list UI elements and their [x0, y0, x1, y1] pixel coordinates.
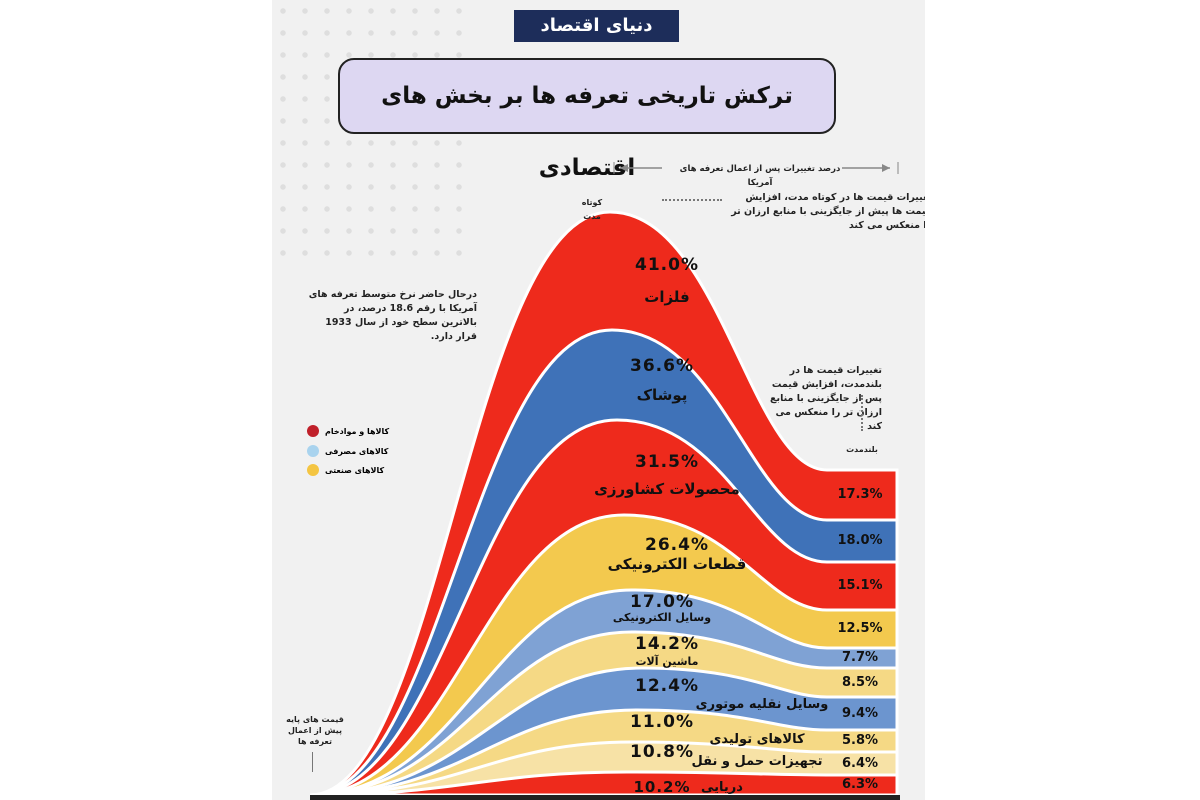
series-name: محصولات کشاورزی — [594, 480, 740, 498]
dotted-leader — [662, 199, 722, 201]
long-term-value: 7.7% — [841, 650, 879, 665]
logo: دنیای اقتصاد — [514, 10, 679, 42]
long-term-value: 9.4% — [841, 705, 879, 721]
short-term-value: 10.2% — [633, 778, 691, 796]
series-name: قطعات الکترونیکی — [607, 555, 747, 573]
axis-arrows — [613, 162, 899, 174]
series-name: تجهیزات حمل و نقل — [691, 754, 823, 769]
long-term-value: 5.8% — [841, 733, 879, 748]
legend-swatch — [307, 464, 319, 476]
long-term-value: 8.5% — [841, 674, 879, 690]
legend-label: کالاهای مصرفی — [325, 446, 389, 456]
short-term-value: 12.4% — [635, 676, 699, 696]
long-term-value: 6.4% — [841, 755, 879, 771]
short-term-value: 36.6% — [630, 356, 694, 376]
legend-item: کالاها و موادخام — [307, 425, 389, 437]
series-name: وسایل الکترونیکی — [612, 611, 712, 624]
short-term-value: 26.4% — [645, 535, 709, 555]
series-name: کالاهای تولیدی — [709, 732, 805, 747]
series-name: وسایل نقلیه موتوری — [695, 697, 829, 712]
baseline-note: قیمت های پایه پیش از اعمال تعرفه ها — [286, 715, 344, 746]
short-term-value: 11.0% — [630, 712, 694, 732]
short-term-value: 10.8% — [630, 742, 694, 762]
short-term-value: 31.5% — [635, 452, 699, 472]
short-term-value: 41.0% — [635, 255, 699, 275]
legend-swatch — [307, 445, 319, 457]
long-term-label: بلندمدت — [846, 445, 878, 454]
legend-label: کالاهای صنعتی — [325, 465, 385, 475]
baseline — [310, 795, 900, 800]
area-band — [309, 770, 899, 797]
axis-caption: درصد تغییرات پس از اعمال تعرفه های آمریک… — [679, 164, 841, 188]
series-name: دریایی — [701, 780, 743, 795]
long-term-value: 12.5% — [837, 621, 883, 636]
short-term-value: 17.0% — [630, 592, 694, 612]
long-term-value: 17.3% — [837, 487, 883, 502]
short-term-label: کوتاه مدت — [581, 198, 603, 221]
info-note: درحال حاضر نرخ متوسط تعرفه های آمریکا با… — [308, 289, 477, 342]
series-name: فلزات — [644, 288, 690, 306]
legend-swatch — [307, 425, 319, 437]
legend-label: کالاها و موادخام — [325, 426, 390, 436]
long-term-note: تغییرات قیمت ها در بلندمدت، افزایش قیمت … — [770, 365, 882, 432]
short-term-note: تغییرات قیمت ها در کوتاه مدت، افزایش قیم… — [731, 192, 925, 231]
infographic: دنیای اقتصاد ترکش تاریخی تعرفه ها بر بخش… — [272, 0, 925, 800]
page-title: ترکش تاریخی تعرفه ها بر بخش های اقتصادی — [338, 58, 836, 181]
short-term-value: 14.2% — [635, 634, 699, 654]
down-arrow-icon — [312, 752, 313, 772]
legend-item: کالاهای مصرفی — [307, 445, 388, 457]
area-chart — [309, 210, 900, 800]
legend-item: کالاهای صنعتی — [307, 464, 384, 476]
series-name: ماشین آلات — [635, 655, 699, 668]
long-term-value: 6.3% — [841, 777, 879, 792]
dotted-leader — [861, 395, 863, 431]
series-name: پوشاک — [636, 386, 688, 404]
long-term-value: 15.1% — [837, 578, 883, 593]
long-term-value: 18.0% — [837, 533, 883, 548]
